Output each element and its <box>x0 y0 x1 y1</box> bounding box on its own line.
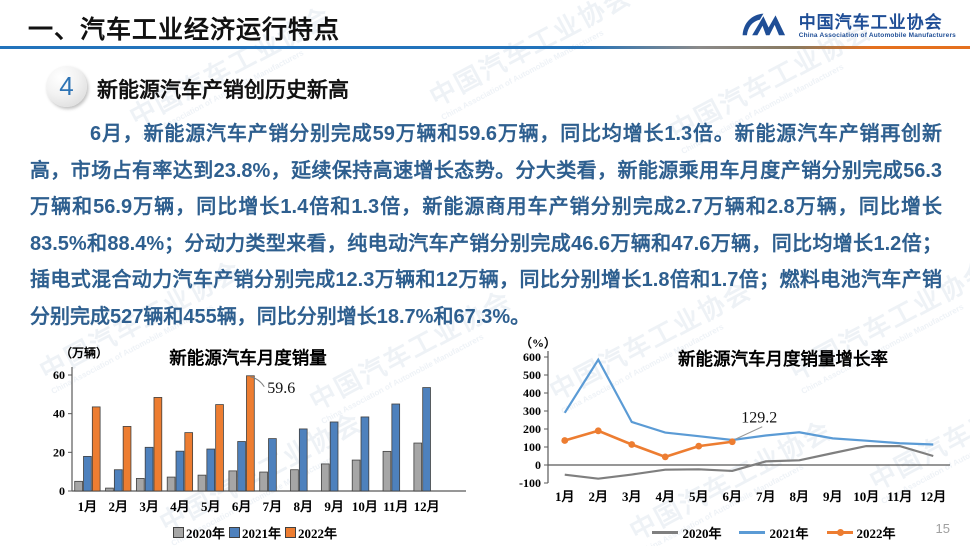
line-series-2020年 <box>564 445 934 480</box>
svg-text:8月: 8月 <box>293 499 313 514</box>
bar-chart-canvas: （万辆） 新能源汽车月度销量 0 20 40 60 1月 2月 3月 4月 5月 6月 7月 8月 9月 10… <box>53 345 466 514</box>
page-title: 一、汽车工业经济运行特点 <box>28 16 341 44</box>
svg-text:600: 600 <box>523 350 541 364</box>
line-y-unit: （%） <box>520 335 556 350</box>
svg-text:10月: 10月 <box>853 489 879 504</box>
line-annotation-leader <box>736 426 763 440</box>
svg-text:2月: 2月 <box>588 489 608 504</box>
svg-text:11月: 11月 <box>887 489 912 504</box>
line-chart-canvas: （%） 新能源汽车月度销量增长率 -100 0 100 200 300 400 500 600 1月… <box>519 335 950 504</box>
svg-text:12月: 12月 <box>414 499 440 514</box>
svg-text:11月: 11月 <box>383 499 408 514</box>
line-chart-title: 新能源汽车月度销量增长率 <box>678 349 888 369</box>
logo-name-en: China Association of Automobile Manufact… <box>798 31 956 39</box>
svg-text:100: 100 <box>523 440 541 454</box>
svg-text:20: 20 <box>53 445 65 459</box>
svg-text:10月: 10月 <box>352 499 378 514</box>
svg-text:0: 0 <box>59 484 65 498</box>
caam-logo-icon <box>740 8 792 45</box>
legend-item-2021年: 2021年 <box>739 523 809 542</box>
svg-text:3月: 3月 <box>139 499 159 514</box>
svg-text:500: 500 <box>523 368 541 382</box>
body-paragraph: 6月，新能源汽车产销分别完成59万辆和59.6万辆，同比均增长1.3倍。新能源汽… <box>30 123 942 328</box>
section-number-badge: 4 <box>46 66 87 107</box>
line-series-2022年 <box>561 427 736 461</box>
svg-text:6月: 6月 <box>722 489 742 504</box>
bar-annotation-leader <box>250 376 265 388</box>
legend-item-2022年: 2022年 <box>285 523 337 542</box>
monthly-sales-bar-chart: （万辆） 新能源汽车月度销量 0 20 40 60 1月 2月 3月 4月 5月 6月 7月 8月 9月 10… <box>30 333 480 546</box>
bar-series-2020年 <box>74 442 423 492</box>
bar-chart-legend: 2020年 2021年 2022年 <box>30 523 480 542</box>
svg-text:1月: 1月 <box>78 499 98 514</box>
logo-name-cn: 中国汽车工业协会 <box>798 13 943 33</box>
svg-text:300: 300 <box>523 404 541 418</box>
legend-item-2021年: 2021年 <box>228 523 281 542</box>
svg-text:400: 400 <box>523 386 541 400</box>
line-series-2021年 <box>563 357 934 446</box>
header-divider <box>0 46 970 49</box>
svg-text:200: 200 <box>523 422 541 436</box>
svg-text:3月: 3月 <box>622 489 642 504</box>
monthly-growth-line-chart: （%） 新能源汽车月度销量增长率 -100 0 100 200 300 400 500 600 1月… <box>498 333 966 546</box>
legend-item-2022年: 2022年 <box>826 523 896 542</box>
legend-item-2020年: 2020年 <box>172 523 225 542</box>
bar-annotation: 59.6 <box>267 380 295 397</box>
line-annotation: 129.2 <box>741 410 777 427</box>
bar-series-2022年 <box>91 375 255 492</box>
legend-item-2020年: 2020年 <box>652 523 721 542</box>
svg-text:5月: 5月 <box>689 489 709 504</box>
bar-chart-title: 新能源汽车月度销量 <box>169 348 327 368</box>
svg-text:9月: 9月 <box>823 489 843 504</box>
svg-text:8月: 8月 <box>789 489 809 504</box>
section-number: 4 <box>59 71 74 101</box>
svg-text:0: 0 <box>535 458 541 472</box>
bar-y-unit: （万辆） <box>60 345 108 360</box>
section-title: 新能源汽车产销创历史新高 <box>97 79 349 102</box>
svg-text:9月: 9月 <box>324 499 344 514</box>
svg-text:40: 40 <box>53 407 65 421</box>
svg-text:12月: 12月 <box>920 489 946 504</box>
page-number: 15 <box>935 521 950 536</box>
svg-text:7月: 7月 <box>263 499 283 514</box>
svg-text:4月: 4月 <box>655 489 675 504</box>
caam-logo: 中国汽车工业协会 China Association of Automobile… <box>740 8 956 45</box>
svg-text:60: 60 <box>53 368 65 382</box>
svg-text:5月: 5月 <box>201 499 221 514</box>
svg-text:2月: 2月 <box>108 499 128 514</box>
svg-text:-100: -100 <box>519 476 541 490</box>
svg-text:6月: 6月 <box>232 499 252 514</box>
svg-text:1月: 1月 <box>555 489 575 504</box>
bar-series-2021年 <box>83 387 431 492</box>
svg-text:4月: 4月 <box>170 499 190 514</box>
line-chart-legend: 2020年 2021年 2022年 <box>540 523 970 542</box>
svg-text:7月: 7月 <box>756 489 776 504</box>
